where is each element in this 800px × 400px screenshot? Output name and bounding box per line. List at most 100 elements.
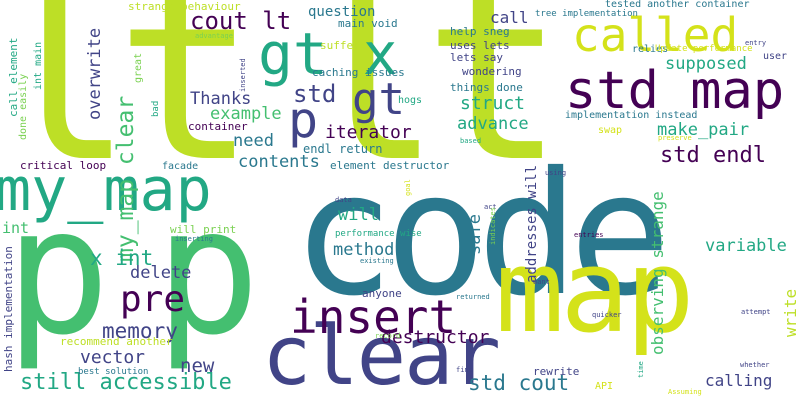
word-lt-1: lt [0, 0, 257, 214]
word-p-3: p [288, 91, 319, 149]
word-method: method [333, 240, 395, 260]
word-map: map [495, 225, 695, 359]
word-std: std [293, 80, 337, 108]
word-new: new [180, 355, 215, 377]
word-act: act [484, 203, 497, 211]
word-done-easily: done easily [18, 73, 29, 140]
word-called: called [572, 8, 739, 62]
word-lt-2: lt [300, 0, 565, 214]
word-recommend-another: recommend another [60, 335, 173, 348]
word-user: user [763, 51, 788, 62]
word-best-solution: best solution [78, 367, 149, 377]
word-contents: contents [238, 152, 320, 172]
word-time: time [637, 361, 645, 378]
word-swap: swap [598, 125, 623, 136]
word-returned: returned [456, 293, 490, 301]
word-int-main: int main [33, 41, 44, 90]
word-indicates: indicates [489, 207, 497, 245]
word-strange-behaviour: strange behaviour [128, 0, 241, 13]
word-safe: safe [465, 214, 485, 255]
word-p-2: p [155, 171, 261, 374]
word-int: int [2, 219, 30, 237]
word-std-map: std map [565, 61, 785, 121]
word-clear: clear [262, 309, 501, 400]
word-cout-lt: cout lt [190, 7, 292, 35]
word-whether: whether [740, 361, 770, 369]
word-want: want [533, 278, 550, 286]
word-tree-implementation: tree implementation [535, 9, 638, 19]
word-find: find [456, 366, 473, 374]
word-attempt: attempt [741, 308, 771, 316]
word-insert: insert [290, 290, 457, 344]
word-anyone: anyone [362, 287, 402, 300]
word-based: based [460, 137, 482, 145]
word-container: container [188, 120, 248, 133]
word-using: using [545, 169, 567, 177]
word-assuming: Assuming [668, 388, 702, 396]
word-inserting: inserting [175, 235, 213, 243]
word-advance: advance [457, 114, 529, 134]
word-write: write [781, 288, 800, 337]
word-entry: entry [745, 39, 767, 47]
word-advantage: advantage [195, 32, 233, 40]
word-element-destructor: element destructor [330, 159, 450, 172]
word-pre: pre [120, 279, 186, 320]
word-calling: calling [705, 371, 773, 390]
word-thanks: Thanks [190, 89, 252, 109]
word-inserted: inserted [239, 58, 247, 92]
word-uses-lets: uses lets [450, 39, 510, 52]
word-vector: vector [80, 347, 146, 368]
word-quicker: quicker [592, 311, 622, 319]
word-help-sneg: help sneg [450, 25, 510, 38]
word-hash-implementation: hash implementation [2, 246, 15, 372]
word-existing: existing [360, 257, 394, 265]
word-will-print: will print [170, 223, 237, 236]
word-overwrite: overwrite [85, 27, 105, 120]
word-gt-x: gt x [258, 20, 398, 88]
word-memory: memory [102, 319, 178, 343]
word-caching-issues: caching issues [312, 66, 405, 79]
word-struct: struct [460, 93, 526, 114]
word-great: great [133, 52, 144, 83]
word-x-int: x int [90, 246, 154, 270]
word-addresses-will: addresses will [524, 164, 540, 283]
word-preserve: preserve [658, 134, 692, 142]
word-lets-say: lets say [450, 51, 503, 64]
word-update-performance: Update performance [655, 44, 753, 54]
word-still-accessible: still accessible [20, 370, 232, 395]
word-std-cout: std cout [468, 371, 570, 395]
word-question: question [308, 4, 376, 20]
word-suffer: suffer [320, 39, 360, 52]
word-my-map-clear: my_map clear [113, 95, 139, 262]
word-goal: goal [404, 179, 412, 196]
word-rewrite: rewrite [533, 365, 580, 378]
word-wondering: wondering [462, 65, 522, 78]
word-critical-loop: critical loop [20, 159, 107, 172]
word-implementation-instead: implementation instead [565, 110, 698, 121]
word-main-void: main void [338, 17, 398, 30]
word-std-endl: std endl [660, 143, 766, 168]
word-relies: relies [632, 44, 669, 55]
word-things-done: things done [450, 81, 523, 94]
word-destructor: destructor [381, 327, 490, 348]
word-endl-return: endl return [303, 142, 383, 156]
word-make-pair: make_pair [657, 120, 750, 140]
word-hogs: hogs [398, 95, 423, 106]
word-api: API [595, 381, 614, 392]
word-will: will [338, 205, 379, 225]
word-observing-strange: observing strange [648, 191, 667, 355]
word-code: code [292, 136, 671, 334]
word-my-map: my_map [0, 155, 212, 225]
word-gt: gt [352, 74, 405, 125]
word-performance-wise: performance wise [335, 229, 422, 239]
word-record: record [375, 332, 401, 340]
word-example: example [210, 104, 282, 124]
word-data: data [335, 196, 352, 204]
word-entries: entries [574, 231, 604, 239]
word-iterator: iterator [325, 122, 412, 143]
word-need: need [233, 131, 274, 151]
word-p-1: p [5, 171, 111, 374]
word-tested-another-container: tested another container [605, 0, 750, 10]
word-call: call [490, 8, 529, 27]
